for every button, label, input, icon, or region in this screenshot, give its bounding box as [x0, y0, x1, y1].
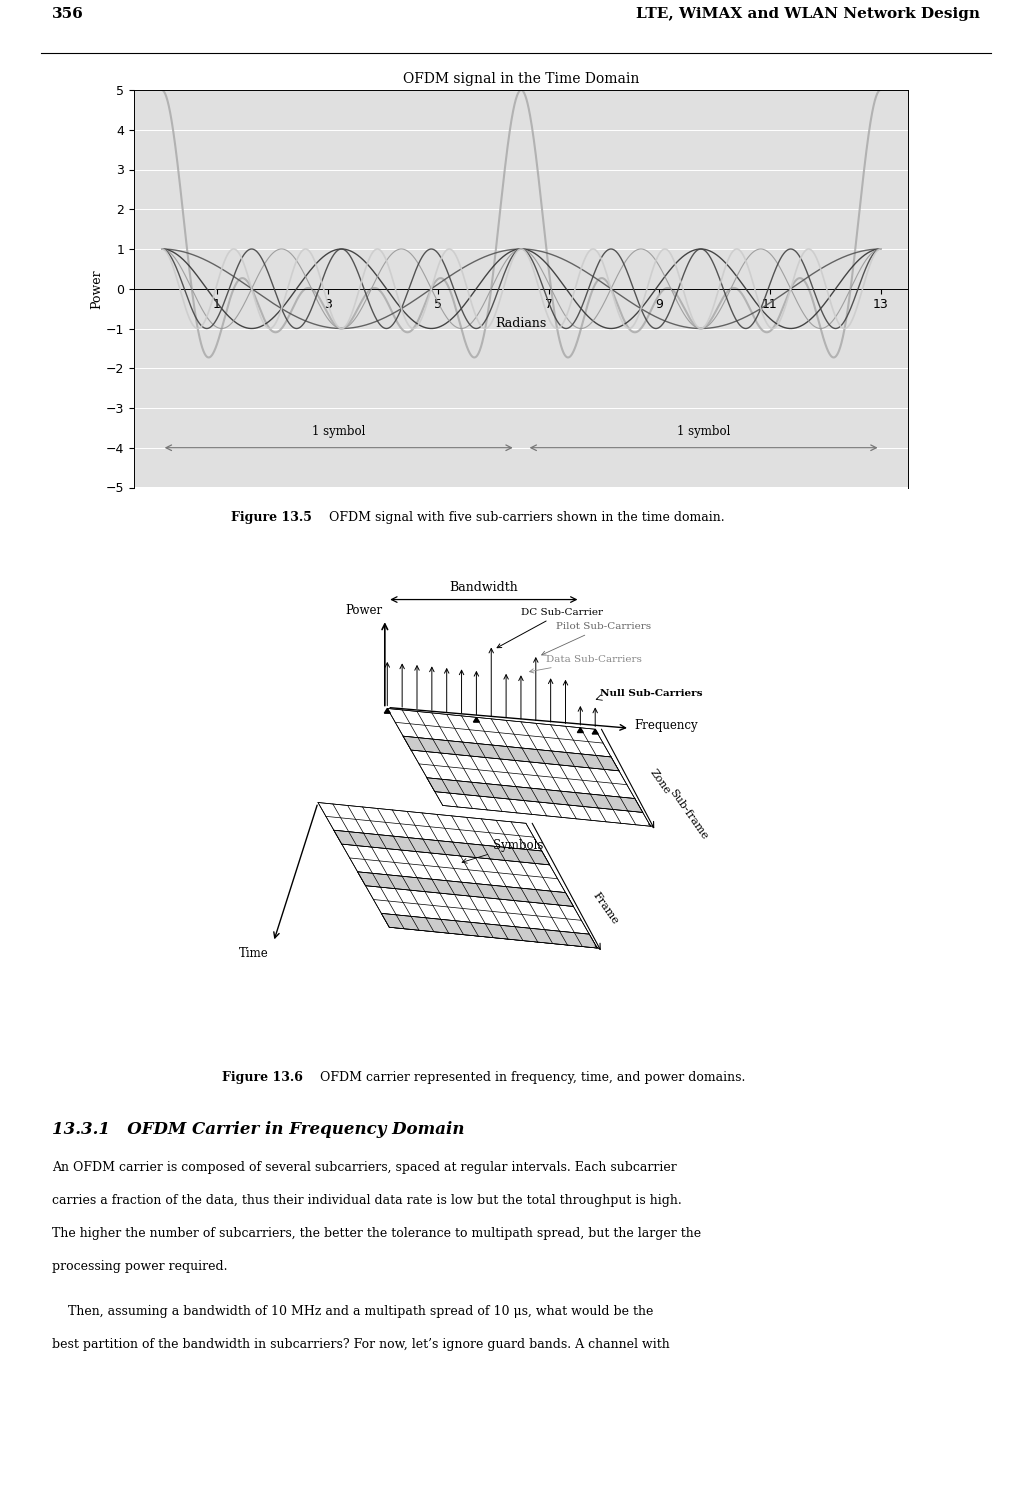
Y-axis label: Power: Power [90, 268, 103, 309]
Text: carries a fraction of the data, thus their individual data rate is low but the t: carries a fraction of the data, thus the… [52, 1194, 681, 1208]
Polygon shape [577, 728, 583, 732]
Text: An OFDM carrier is composed of several subcarriers, spaced at regular intervals.: An OFDM carrier is composed of several s… [52, 1161, 676, 1173]
Polygon shape [474, 717, 480, 722]
Text: LTE, WiMAX and WLAN Network Design: LTE, WiMAX and WLAN Network Design [637, 8, 980, 21]
Text: DC Sub-Carrier: DC Sub-Carrier [497, 608, 603, 648]
Polygon shape [387, 708, 650, 827]
Text: Data Sub-Carriers: Data Sub-Carriers [529, 656, 642, 674]
Text: Symbols: Symbols [462, 839, 544, 862]
Polygon shape [333, 830, 550, 866]
Text: OFDM signal with five sub-carriers shown in the time domain.: OFDM signal with five sub-carriers shown… [321, 512, 724, 524]
Text: Null Sub-Carriers: Null Sub-Carriers [601, 688, 703, 698]
Text: 1 symbol: 1 symbol [312, 424, 365, 438]
Text: Bandwidth: Bandwidth [450, 580, 518, 594]
Text: Pilot Sub-Carriers: Pilot Sub-Carriers [542, 622, 651, 656]
Polygon shape [592, 729, 599, 734]
Text: processing power required.: processing power required. [52, 1260, 227, 1274]
Polygon shape [318, 802, 598, 948]
Text: 13.3.1   OFDM Carrier in Frequency Domain: 13.3.1 OFDM Carrier in Frequency Domain [52, 1120, 464, 1138]
Text: The higher the number of subcarriers, the better the tolerance to multipath spre: The higher the number of subcarriers, th… [52, 1227, 701, 1240]
Polygon shape [427, 777, 643, 813]
Polygon shape [358, 871, 574, 906]
Polygon shape [384, 708, 390, 712]
Polygon shape [382, 914, 598, 948]
Text: Frame: Frame [591, 891, 620, 927]
X-axis label: Radians: Radians [495, 316, 547, 330]
Text: Zone: Zone [648, 768, 672, 796]
Text: Frequency: Frequency [635, 720, 699, 732]
Text: Sub-frame: Sub-frame [668, 788, 710, 842]
Text: best partition of the bandwidth in subcarriers? For now, let’s ignore guard band: best partition of the bandwidth in subca… [52, 1338, 670, 1352]
Text: Time: Time [238, 946, 268, 960]
Polygon shape [404, 736, 619, 771]
Text: Figure 13.5: Figure 13.5 [231, 512, 312, 524]
Text: Power: Power [346, 604, 382, 616]
Text: OFDM carrier represented in frequency, time, and power domains.: OFDM carrier represented in frequency, t… [312, 1071, 745, 1083]
Title: OFDM signal in the Time Domain: OFDM signal in the Time Domain [402, 72, 640, 86]
Text: 356: 356 [52, 8, 84, 21]
Text: Then, assuming a bandwidth of 10 MHz and a multipath spread of 10 μs, what would: Then, assuming a bandwidth of 10 MHz and… [52, 1305, 653, 1317]
Text: Figure 13.6: Figure 13.6 [222, 1071, 302, 1083]
Text: 1 symbol: 1 symbol [677, 424, 731, 438]
